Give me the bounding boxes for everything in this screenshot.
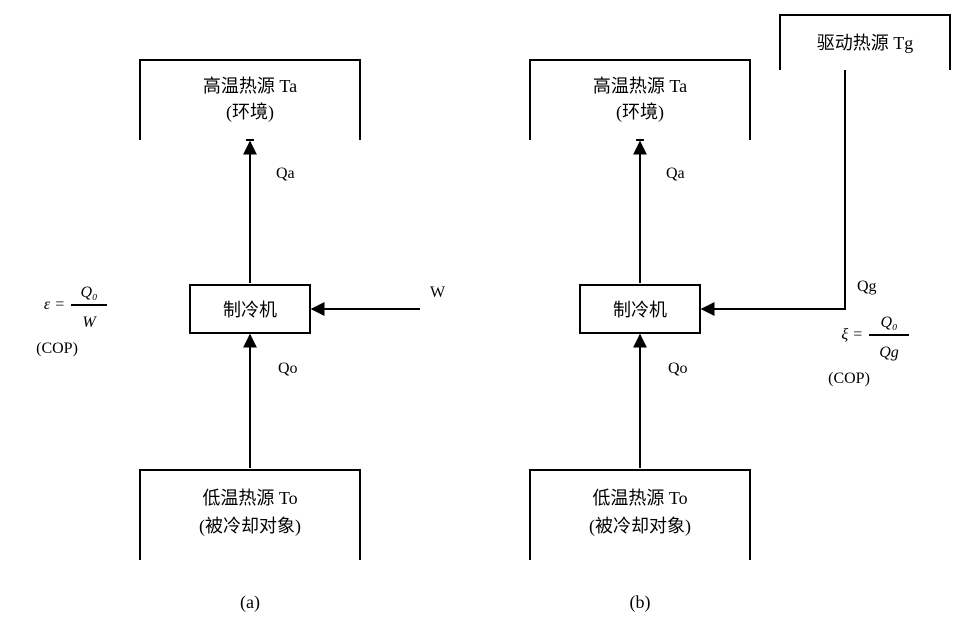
- label-qo: Qo: [278, 360, 298, 377]
- machine-label: 制冷机: [613, 300, 667, 320]
- hot-reservoir-box: [140, 60, 360, 140]
- cold-reservoir-label-1: 低温热源 To: [202, 488, 297, 508]
- drive-source-label: 驱动热源 Tg: [817, 33, 914, 53]
- formula-lhs-b: ξ =: [841, 326, 863, 343]
- cold-reservoir-label-2: (被冷却对象): [199, 516, 301, 537]
- formula-num-a: Q₀: [80, 284, 97, 301]
- formula-lhs-a: ε =: [44, 296, 65, 313]
- hot-reservoir-label-1: 高温热源 Ta: [593, 76, 687, 96]
- cold-reservoir-label-1: 低温热源 To: [592, 488, 687, 508]
- label-qg: Qg: [857, 278, 877, 295]
- arrow-qg: [702, 70, 845, 309]
- label-qa: Qa: [276, 165, 295, 182]
- caption-a: (a): [240, 592, 260, 613]
- hot-reservoir-label-2: (环境): [616, 102, 664, 123]
- label-qo: Qo: [668, 360, 688, 377]
- machine-label: 制冷机: [223, 300, 277, 320]
- hot-reservoir-label-2: (环境): [226, 102, 274, 123]
- hot-reservoir-box: [530, 60, 750, 140]
- cold-reservoir-label-2: (被冷却对象): [589, 516, 691, 537]
- cop-label-a: (COP): [36, 340, 78, 357]
- caption-b: (b): [630, 592, 651, 613]
- cold-reservoir-box: [530, 470, 750, 560]
- formula-den-a: W: [82, 314, 97, 331]
- cold-reservoir-box: [140, 470, 360, 560]
- label-qa: Qa: [666, 165, 685, 182]
- formula-den-b: Qg: [879, 344, 899, 361]
- label-w: W: [430, 284, 446, 301]
- cop-label-b: (COP): [828, 370, 870, 387]
- formula-num-b: Q₀: [880, 314, 897, 331]
- hot-reservoir-label-1: 高温热源 Ta: [203, 76, 297, 96]
